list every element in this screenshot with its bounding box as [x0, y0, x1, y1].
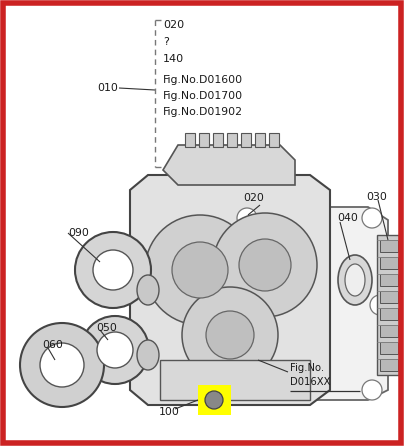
Bar	[380, 342, 398, 354]
Ellipse shape	[345, 264, 365, 296]
Circle shape	[239, 239, 291, 291]
Circle shape	[81, 316, 149, 384]
Text: 090: 090	[68, 228, 89, 238]
Bar	[227, 133, 237, 147]
Bar	[198, 385, 231, 415]
Circle shape	[237, 208, 257, 228]
Bar	[377, 235, 399, 375]
Bar	[241, 133, 251, 147]
Ellipse shape	[137, 340, 159, 370]
Ellipse shape	[137, 275, 159, 305]
Bar	[380, 308, 398, 320]
Text: D016XX: D016XX	[290, 377, 330, 387]
Bar	[213, 133, 223, 147]
Circle shape	[93, 250, 133, 290]
Circle shape	[172, 242, 228, 298]
Bar	[269, 133, 279, 147]
Circle shape	[237, 380, 257, 400]
Ellipse shape	[338, 255, 372, 305]
Bar	[185, 133, 195, 147]
Circle shape	[205, 391, 223, 409]
Bar	[199, 133, 209, 147]
Circle shape	[20, 323, 104, 407]
Circle shape	[370, 295, 390, 315]
Bar	[380, 359, 398, 371]
Text: 020: 020	[243, 193, 264, 203]
Bar	[255, 133, 265, 147]
Text: 060: 060	[42, 340, 63, 350]
Circle shape	[40, 343, 84, 387]
Text: 100: 100	[159, 407, 180, 417]
Circle shape	[75, 232, 151, 308]
Circle shape	[362, 380, 382, 400]
Text: Fig.No.D01600: Fig.No.D01600	[163, 75, 243, 85]
Circle shape	[182, 287, 278, 383]
Polygon shape	[163, 145, 295, 185]
Polygon shape	[130, 175, 330, 405]
Polygon shape	[222, 207, 388, 400]
Text: Fig.No.D01902: Fig.No.D01902	[163, 107, 243, 117]
Text: 040: 040	[337, 213, 358, 223]
Text: Fig.No.: Fig.No.	[290, 363, 324, 373]
Circle shape	[206, 311, 254, 359]
Text: 050: 050	[96, 323, 117, 333]
Text: 030: 030	[366, 192, 387, 202]
Text: ?: ?	[163, 37, 169, 47]
Bar	[380, 257, 398, 269]
Text: 010: 010	[97, 83, 118, 93]
Bar	[380, 240, 398, 252]
Bar	[160, 360, 310, 400]
Circle shape	[237, 295, 257, 315]
Bar	[380, 291, 398, 303]
Circle shape	[362, 208, 382, 228]
Text: 140: 140	[163, 54, 184, 64]
Circle shape	[97, 332, 133, 368]
Text: 020: 020	[163, 20, 184, 30]
Circle shape	[213, 213, 317, 317]
Text: Fig.No.D01700: Fig.No.D01700	[163, 91, 243, 101]
Circle shape	[145, 215, 255, 325]
Bar	[380, 325, 398, 337]
Bar	[380, 274, 398, 286]
